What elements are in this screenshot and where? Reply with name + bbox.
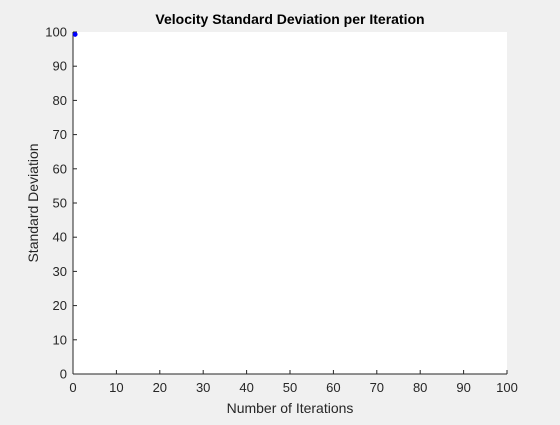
y-tick-label: 50 [53, 196, 67, 211]
y-tick-label: 100 [45, 25, 67, 40]
x-tick-label: 0 [69, 380, 76, 395]
x-tick-label: 60 [326, 380, 340, 395]
plot-area [73, 32, 507, 374]
y-tick-label: 70 [53, 127, 67, 142]
data-point [72, 31, 78, 37]
y-tick-label: 0 [60, 367, 67, 382]
x-tick-label: 70 [370, 380, 384, 395]
y-tick-label: 10 [53, 332, 67, 347]
y-tick-label: 80 [53, 93, 67, 108]
x-tick-label: 80 [413, 380, 427, 395]
x-tick-label: 40 [239, 380, 253, 395]
x-tick-label: 20 [153, 380, 167, 395]
y-tick-label: 60 [53, 161, 67, 176]
data-points [72, 31, 78, 37]
x-axis-label: Number of Iterations [227, 400, 354, 416]
x-tick-label: 50 [283, 380, 297, 395]
y-tick-label: 30 [53, 264, 67, 279]
y-axis-ticks: 0 10 20 30 40 50 60 70 80 90 100 [45, 25, 77, 382]
y-tick-label: 90 [53, 59, 67, 74]
y-tick-label: 40 [53, 230, 67, 245]
chart-title: Velocity Standard Deviation per Iteratio… [155, 11, 424, 27]
x-tick-label: 10 [109, 380, 123, 395]
x-tick-label: 90 [456, 380, 470, 395]
x-tick-label: 30 [196, 380, 210, 395]
y-axis-label: Standard Deviation [25, 143, 41, 262]
x-axis-ticks: 0 10 20 30 40 50 60 70 80 90 100 [69, 370, 518, 395]
x-tick-label: 100 [496, 380, 518, 395]
y-tick-label: 20 [53, 298, 67, 313]
